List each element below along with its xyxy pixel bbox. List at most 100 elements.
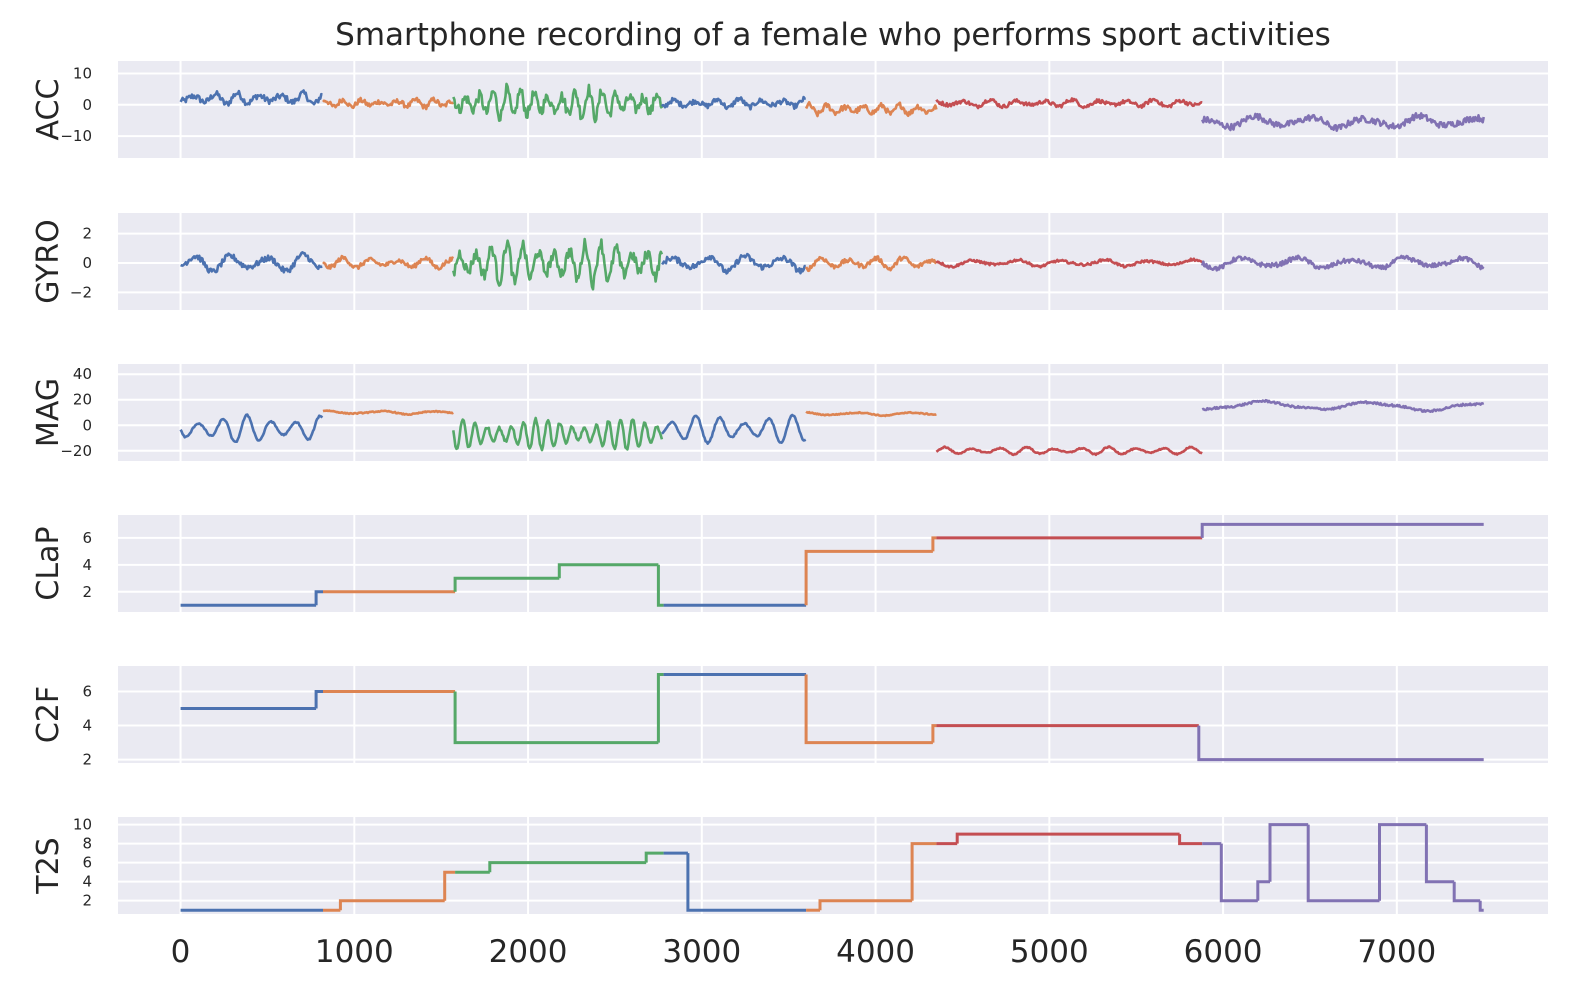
t2s-ytick-label: 8 xyxy=(82,835,92,853)
gyro-ytick-label: 2 xyxy=(82,225,92,243)
x-tick-label-6000: 6000 xyxy=(1184,934,1263,970)
acc-ytick-label: −10 xyxy=(60,127,92,145)
t2s-step-3 xyxy=(338,899,445,911)
mag-segment-6 xyxy=(935,445,1203,457)
gyro-segment-4 xyxy=(660,252,807,275)
clap-ytick-label: 2 xyxy=(82,583,92,601)
acc-ylabel: ACC xyxy=(31,79,66,141)
mag-segment-2 xyxy=(322,409,454,417)
mag-series xyxy=(179,398,1485,457)
x-axis: 0 1000 2000 3000 4000 5000 6000 7000 xyxy=(171,934,1437,970)
acc-segment-2 xyxy=(322,96,454,111)
acc-segment-7 xyxy=(1201,112,1485,132)
acc-segment-5 xyxy=(804,101,938,118)
t2s-step-11 xyxy=(818,899,913,911)
clap-ylabel: CLaP xyxy=(31,526,66,600)
t2s-step-22 xyxy=(1424,824,1455,884)
gyro-segment-1 xyxy=(180,251,323,274)
c2f-ylabel: C2F xyxy=(31,686,66,743)
clap-step-5 xyxy=(557,563,659,579)
c2f-step-7 xyxy=(804,674,933,745)
panel-clap: 6 4 2 CLaP xyxy=(31,515,1548,612)
t2s-step-23 xyxy=(1452,881,1481,903)
x-tick-label-7000: 7000 xyxy=(1357,934,1436,970)
gyro-segment-2 xyxy=(322,254,455,271)
acc-series xyxy=(179,82,1485,132)
clap-series xyxy=(180,522,1484,607)
mag-ytick-label: 40 xyxy=(73,365,92,383)
x-tick-label-0: 0 xyxy=(171,934,191,970)
c2f-step-5 xyxy=(656,673,664,743)
panels-group: 100−10ACC20−2GYRO40200−20MAG642CLaP642C2… xyxy=(31,61,1548,914)
clap-step-6 xyxy=(656,564,664,607)
t2s-step-21 xyxy=(1378,823,1427,901)
gyro-segment-5 xyxy=(804,255,938,273)
t2s-step-9 xyxy=(686,853,807,912)
acc-ytick-label: 10 xyxy=(73,65,92,83)
c2f-series xyxy=(180,673,1484,762)
t2s-ylabel: T2S xyxy=(31,837,66,894)
clap-step-4 xyxy=(453,576,560,592)
clap-step-8 xyxy=(804,549,933,606)
gyro-segment-7 xyxy=(1200,254,1485,272)
t2s-step-7 xyxy=(644,851,664,863)
c2f-step-4 xyxy=(453,691,659,745)
clap-step-9 xyxy=(931,536,937,552)
chart-title: Smartphone recording of a female who per… xyxy=(335,17,1331,53)
t2s-step-15 xyxy=(1178,834,1203,846)
clap-ytick-label: 6 xyxy=(82,529,92,547)
acc-segment-4 xyxy=(660,95,807,111)
mag-segment-4 xyxy=(661,413,807,446)
mag-segment-5 xyxy=(805,410,937,418)
acc-segment-3 xyxy=(452,82,664,124)
c2f-step-8 xyxy=(931,724,937,743)
clap-plot-background xyxy=(118,515,1548,612)
acc-segment-6 xyxy=(935,97,1203,110)
t2s-step-19 xyxy=(1268,823,1309,882)
mag-ytick-label: 0 xyxy=(82,416,92,434)
t2s-step-12 xyxy=(910,842,937,901)
x-tick-label-3000: 3000 xyxy=(662,934,741,970)
t2s-step-17 xyxy=(1219,843,1258,903)
mag-plot-background xyxy=(118,364,1548,461)
gyro-ytick-label: 0 xyxy=(82,254,92,272)
mag-ytick-label: 20 xyxy=(73,391,92,409)
t2s-ytick-label: 10 xyxy=(73,816,92,834)
panel-c2f: 6 4 2 C2F xyxy=(31,666,1548,769)
c2f-ytick-label: 4 xyxy=(82,717,92,735)
t2s-step-4 xyxy=(443,870,456,901)
t2s-ytick-label: 4 xyxy=(82,873,92,891)
c2f-ytick-label: 2 xyxy=(82,751,92,769)
x-tick-label-5000: 5000 xyxy=(1010,934,1089,970)
clap-step-11 xyxy=(1200,522,1484,538)
t2s-step-6 xyxy=(488,861,647,873)
x-tick-label-2000: 2000 xyxy=(489,934,568,970)
mag-segment-3 xyxy=(452,416,664,452)
t2s-ytick-label: 2 xyxy=(82,892,92,910)
x-tick-label-1000: 1000 xyxy=(315,934,394,970)
gyro-plot-background xyxy=(118,213,1548,310)
t2s-ytick-label: 6 xyxy=(82,854,92,872)
mag-ylabel: MAG xyxy=(31,378,66,447)
mag-segment-1 xyxy=(179,413,324,444)
x-tick-label-4000: 4000 xyxy=(836,934,915,970)
clap-ytick-label: 4 xyxy=(82,556,92,574)
mag-segment-7 xyxy=(1201,398,1485,414)
gyro-ytick-label: −2 xyxy=(70,283,92,301)
t2s-step-14 xyxy=(955,832,1180,844)
t2s-series xyxy=(180,823,1484,912)
clap-step-2 xyxy=(314,590,323,606)
acc-segment-1 xyxy=(179,89,323,107)
c2f-step-2 xyxy=(314,690,323,709)
t2s-step-20 xyxy=(1306,824,1380,903)
gyro-segment-6 xyxy=(935,257,1203,269)
gyro-segment-3 xyxy=(452,237,664,291)
acc-ytick-label: 0 xyxy=(82,96,92,114)
mag-ytick-label: −20 xyxy=(60,442,92,460)
gyro-series xyxy=(180,237,1485,291)
gyro-ylabel: GYRO xyxy=(31,219,66,304)
